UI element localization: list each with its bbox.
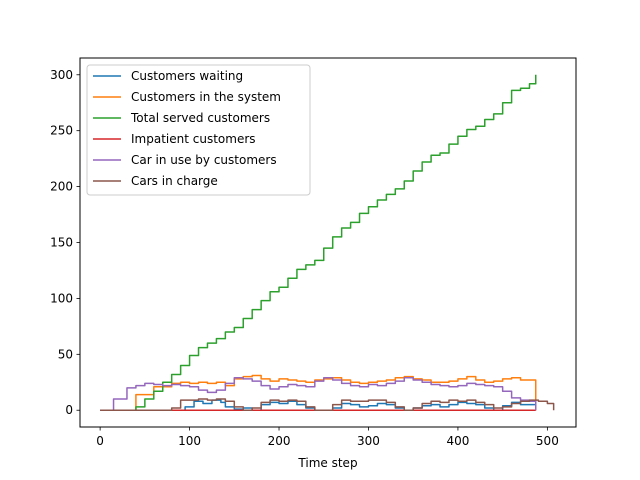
series-line-1 — [100, 399, 537, 411]
legend-label: Impatient customers — [131, 132, 256, 146]
legend: Customers waiting Customers in the system… — [86, 64, 311, 196]
y-tick-label: 0 — [65, 403, 73, 417]
legend-label: Customers waiting — [131, 69, 243, 83]
x-tick-label: 300 — [357, 434, 380, 448]
x-tick-label: 100 — [178, 434, 201, 448]
y-tick-label: 250 — [50, 124, 73, 138]
y-axis-ticks: 0 50 100 150 200 250 300 — [50, 68, 80, 417]
series-line-3 — [100, 74, 537, 411]
series-line-6 — [100, 398, 555, 411]
y-tick-label: 200 — [50, 180, 73, 194]
x-tick-label: 400 — [446, 434, 469, 448]
x-axis-title: Time step — [297, 456, 357, 470]
plot-area — [100, 74, 555, 411]
y-tick-label: 100 — [50, 291, 73, 305]
y-tick-label: 150 — [50, 236, 73, 250]
x-tick-label: 200 — [268, 434, 291, 448]
y-tick-label: 300 — [50, 68, 73, 82]
legend-label: Total served customers — [130, 111, 270, 125]
x-axis-ticks: 0 100 200 300 400 500 — [96, 427, 559, 448]
series-line-5 — [100, 377, 537, 411]
legend-label: Customers in the system — [131, 90, 281, 104]
legend-box — [86, 64, 311, 196]
x-tick-label: 500 — [536, 434, 559, 448]
legend-label: Car in use by customers — [131, 153, 277, 167]
series-line-2 — [100, 374, 537, 411]
x-tick-label: 0 — [96, 434, 104, 448]
y-tick-label: 50 — [58, 347, 73, 361]
legend-label: Cars in charge — [131, 174, 218, 188]
